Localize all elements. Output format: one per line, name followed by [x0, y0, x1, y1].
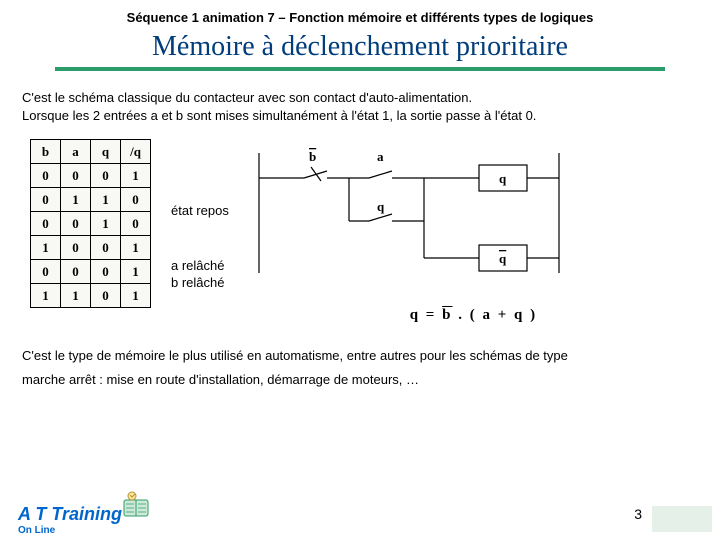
- intro-text: C'est le schéma classique du contacteur …: [0, 89, 720, 139]
- table-header-row: b a q /q: [31, 140, 151, 164]
- annotation-a-rel: a relâché: [171, 258, 229, 275]
- eq-middle: . ( a + q ): [452, 307, 537, 323]
- intro-line2: Lorsque les 2 entrées a et b sont mises …: [22, 108, 536, 123]
- label-q-coil: q: [499, 171, 507, 186]
- brand-subtitle: On Line: [18, 525, 154, 536]
- table-row: 1001: [31, 236, 151, 260]
- eq-prefix: q =: [410, 307, 442, 323]
- table-row: 1101: [31, 284, 151, 308]
- truth-table: b a q /q 0001 0110 0010 1001 0001 1101: [30, 139, 151, 308]
- row-annotations: état repos a relâché b relâché: [171, 139, 229, 292]
- page-title: Mémoire à déclenchement prioritaire: [0, 31, 720, 67]
- eq-b-bar: b: [442, 307, 452, 324]
- boolean-equation: q = b . ( a + q ): [249, 307, 698, 324]
- conclusion-text: C'est le type de mémoire le plus utilisé…: [0, 324, 720, 391]
- table-row: 0001: [31, 260, 151, 284]
- intro-line1: C'est le schéma classique du contacteur …: [22, 90, 472, 105]
- col-q: q: [91, 140, 121, 164]
- table-row: 0110: [31, 188, 151, 212]
- page-number: 3: [634, 506, 702, 536]
- footer: A T Training On Line 3: [0, 490, 720, 540]
- brand-name: A T Training: [18, 504, 122, 524]
- conclusion-line1: C'est le type de mémoire le plus utilisé…: [22, 348, 568, 363]
- title-underline: [55, 67, 665, 71]
- book-icon: [120, 490, 154, 525]
- label-qbar-coil: q: [499, 251, 507, 266]
- annotation-repos: état repos: [171, 203, 229, 220]
- conclusion-line2: marche arrêt : mise en route d'installat…: [22, 372, 419, 387]
- col-notq: /q: [121, 140, 151, 164]
- label-b-bar: b: [309, 149, 316, 164]
- annotation-b-rel: b relâché: [171, 275, 229, 292]
- label-q-contact: q: [377, 199, 385, 214]
- content-row: b a q /q 0001 0110 0010 1001 0001 1101 é…: [0, 139, 720, 324]
- col-b: b: [31, 140, 61, 164]
- table-row: 0001: [31, 164, 151, 188]
- table-row: 0010: [31, 212, 151, 236]
- ladder-svg: b a q q q: [249, 143, 569, 283]
- col-a: a: [61, 140, 91, 164]
- ladder-diagram: b a q q q q = b . ( a + q ): [249, 139, 698, 324]
- sequence-header: Séquence 1 animation 7 – Fonction mémoir…: [0, 0, 720, 31]
- brand-block: A T Training On Line: [18, 490, 154, 536]
- label-a: a: [377, 149, 384, 164]
